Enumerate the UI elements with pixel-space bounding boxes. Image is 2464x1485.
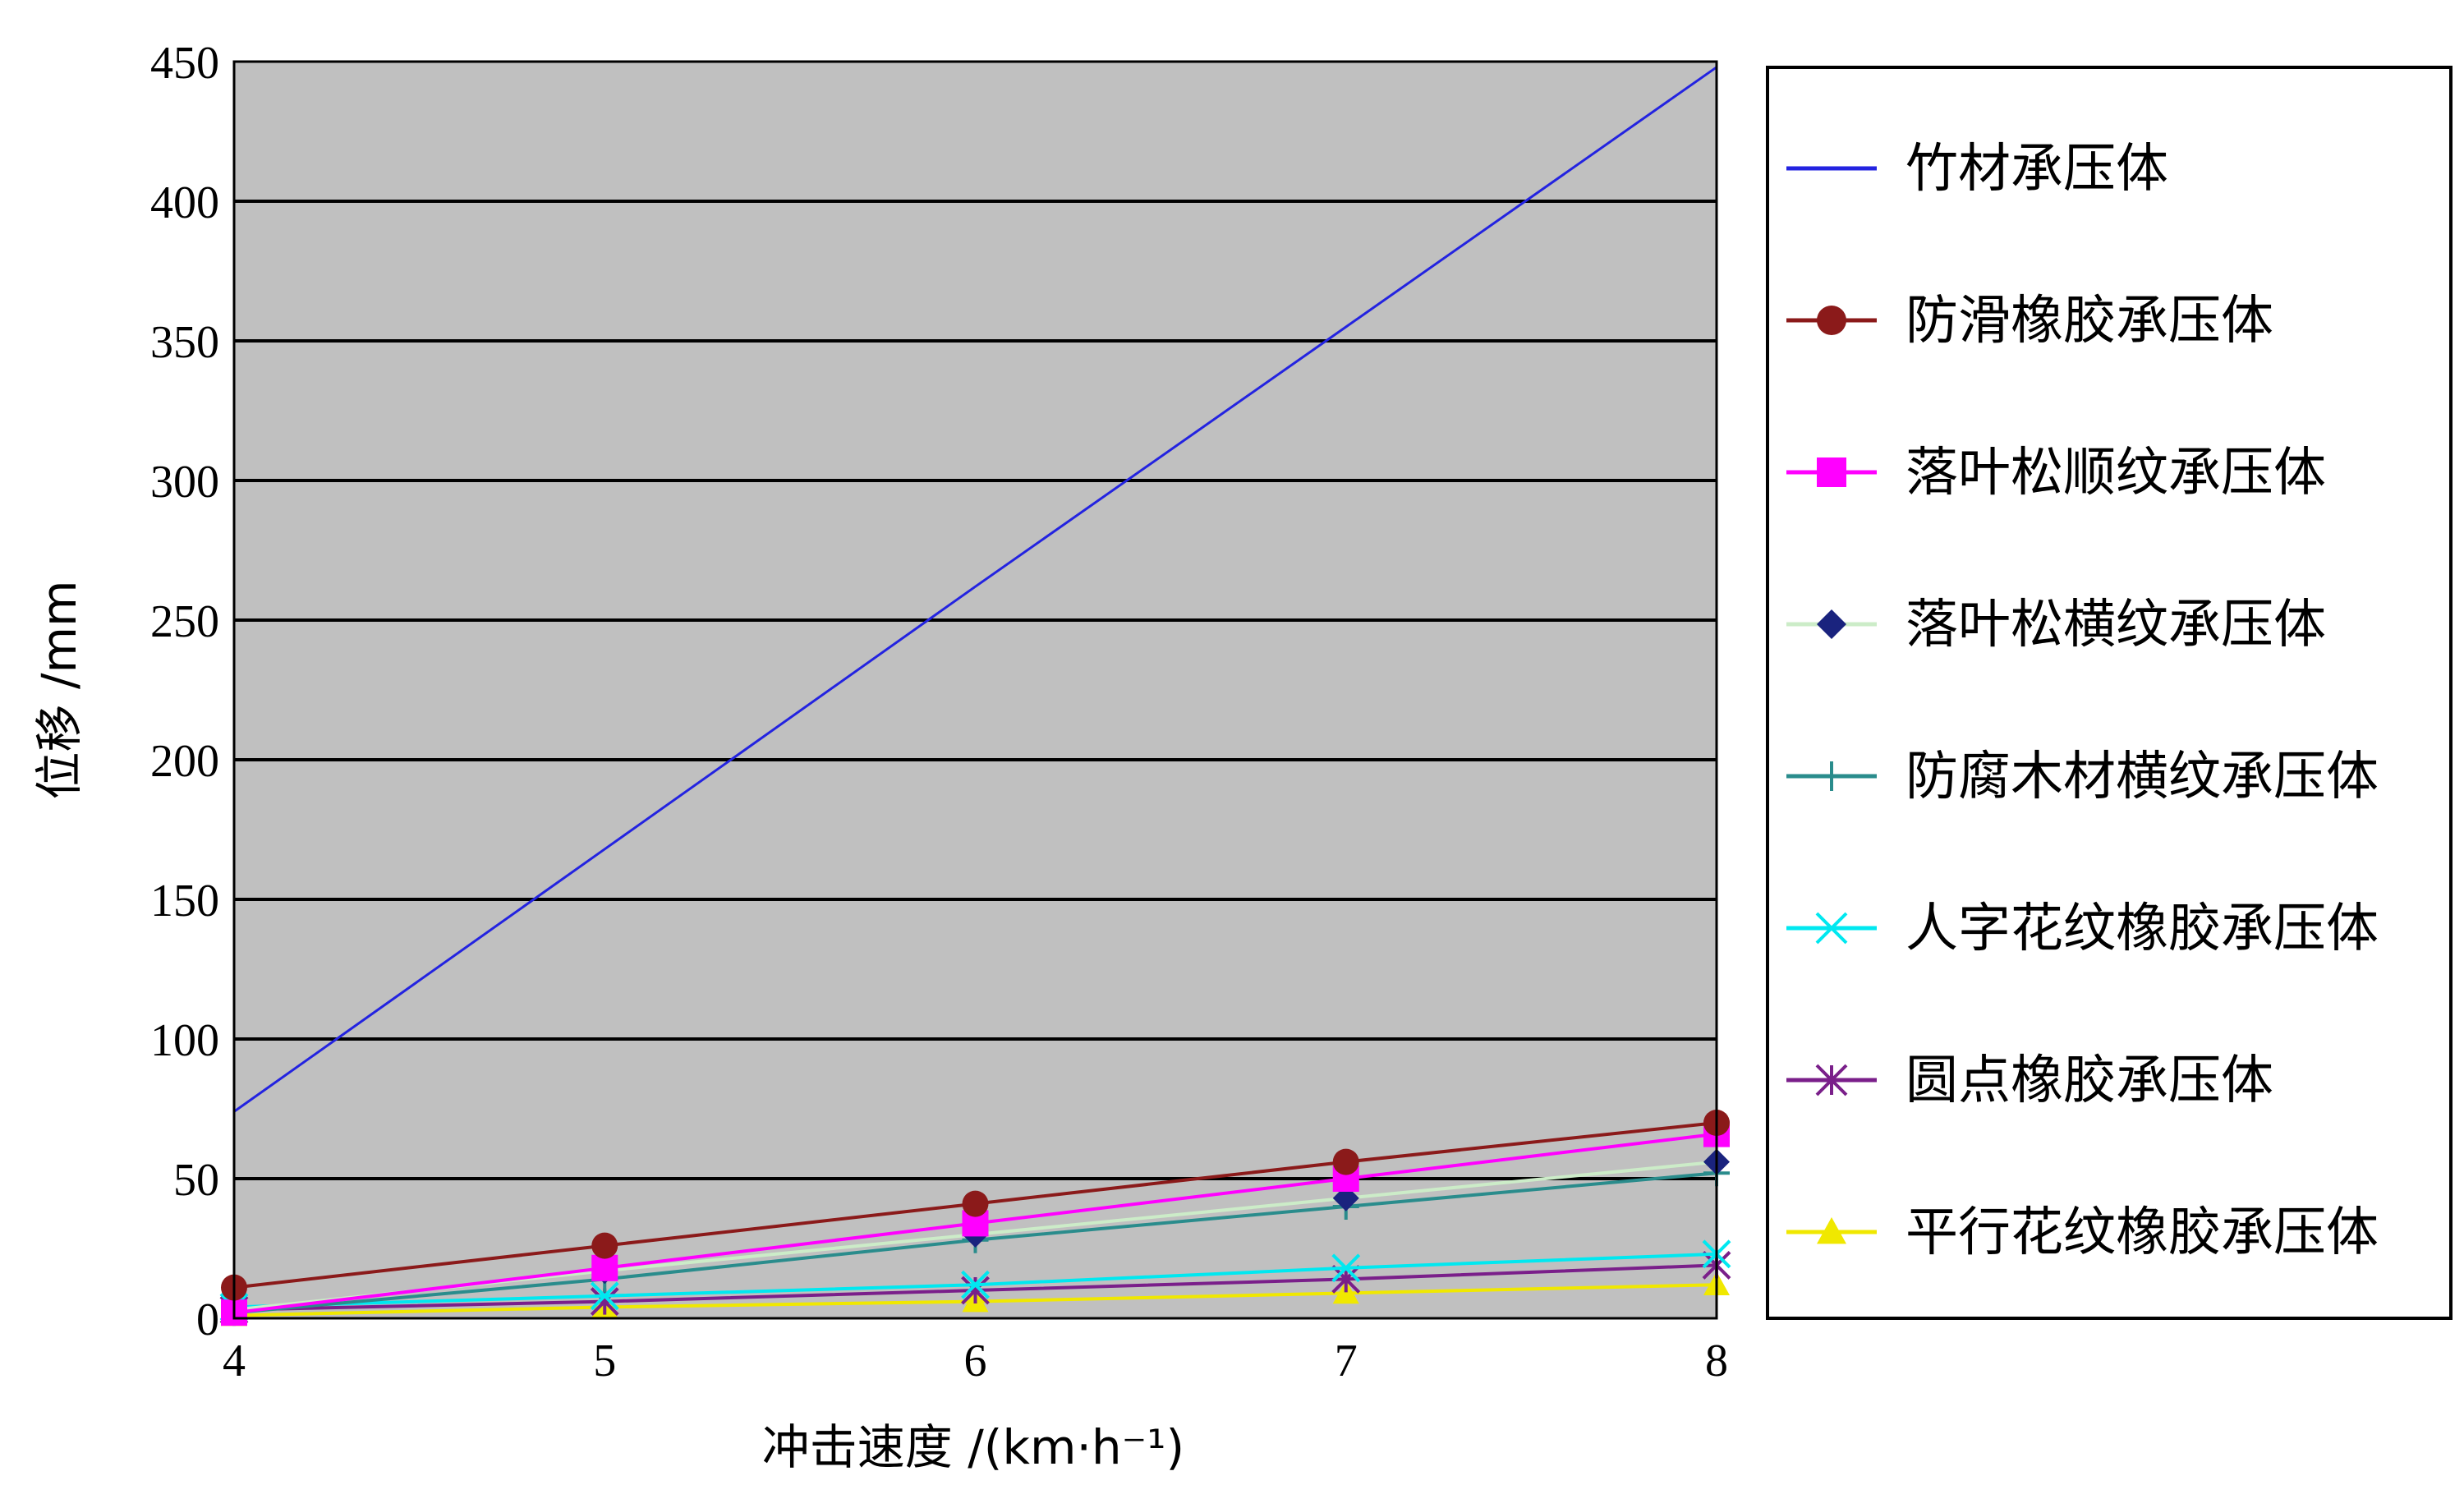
data-point — [961, 1270, 990, 1299]
legend: 竹材承压体防滑橡胶承压体落叶松顺纹承压体落叶松横纹承压体防腐木材横纹承压体人字花… — [1766, 66, 2453, 1320]
data-point — [591, 1232, 618, 1259]
legend-label: 落叶松横纹承压体 — [1905, 595, 2326, 655]
data-point — [1817, 609, 1846, 639]
x-tick-labels: 4 5 6 7 8 — [223, 1336, 1728, 1386]
y-tick-labels: 0 50 100 150 200 250 300 350 400 450 — [150, 38, 219, 1345]
gridlines — [234, 200, 1717, 1180]
y-tick-label: 0 — [196, 1294, 219, 1345]
series-layer — [219, 66, 1731, 1326]
data-point — [1815, 912, 1848, 945]
legend-item: 竹材承压体 — [1786, 139, 2168, 200]
data-point — [1817, 1217, 1846, 1244]
y-axis-label: 位移 /mm — [31, 581, 87, 800]
data-point — [1815, 1064, 1848, 1097]
x-tick-label: 6 — [964, 1336, 987, 1386]
y-tick-label: 150 — [150, 876, 219, 926]
legend-items: 竹材承压体防滑橡胶承压体落叶松顺纹承压体落叶松横纹承压体防腐木材横纹承压体人字花… — [1786, 139, 2379, 1263]
legend-item: 人字花纹橡胶承压体 — [1786, 899, 2379, 959]
data-point — [961, 1276, 990, 1305]
series-2 — [221, 1110, 1730, 1301]
series-line — [233, 66, 1717, 1113]
legend-item: 平行花纹橡胶承压体 — [1786, 1202, 2379, 1263]
data-point — [1331, 1264, 1361, 1294]
data-point — [590, 1281, 619, 1311]
legend-label: 竹材承压体 — [1905, 139, 2168, 200]
plot-border — [232, 60, 1718, 1320]
y-tick-label: 400 — [150, 177, 219, 228]
plot-area — [234, 62, 1717, 1318]
y-tick-label: 100 — [150, 1015, 219, 1066]
data-point — [1817, 761, 1846, 791]
legend-box — [1766, 66, 2453, 1320]
legend-label: 防滑橡胶承压体 — [1905, 291, 2273, 352]
y-tick-label: 450 — [150, 38, 219, 89]
legend-item: 防滑橡胶承压体 — [1786, 291, 2273, 352]
x-tick-label: 4 — [223, 1336, 246, 1386]
y-tick-label: 350 — [150, 317, 219, 368]
legend-item: 落叶松横纹承压体 — [1786, 595, 2326, 655]
data-point — [591, 1254, 618, 1281]
legend-item: 落叶松顺纹承压体 — [1786, 443, 2326, 503]
x-axis-label: 冲击速度 /(km·h⁻¹) — [762, 1419, 1184, 1475]
y-tick-label: 250 — [150, 596, 219, 647]
legend-label: 平行花纹橡胶承压体 — [1905, 1202, 2379, 1263]
data-point — [590, 1287, 619, 1317]
legend-item: 圆点橡胶承压体 — [1786, 1051, 2273, 1111]
legend-item: 防腐木材横纹承压体 — [1786, 747, 2379, 807]
x-tick-label: 8 — [1705, 1336, 1728, 1386]
legend-label: 防腐木材横纹承压体 — [1905, 747, 2379, 807]
series-1 — [233, 66, 1717, 1113]
legend-label: 落叶松顺纹承压体 — [1905, 443, 2326, 503]
data-point — [962, 1190, 989, 1217]
data-point — [1817, 306, 1846, 335]
x-tick-label: 5 — [593, 1336, 616, 1386]
data-point — [1331, 1253, 1361, 1283]
y-tick-label: 200 — [150, 736, 219, 787]
data-point — [1817, 457, 1846, 487]
legend-label: 圆点橡胶承压体 — [1905, 1051, 2273, 1111]
y-tick-label: 300 — [150, 457, 219, 508]
data-point — [1332, 1148, 1359, 1175]
y-tick-label: 50 — [173, 1155, 219, 1206]
legend-label: 人字花纹橡胶承压体 — [1905, 899, 2379, 959]
x-tick-label: 7 — [1335, 1336, 1358, 1386]
